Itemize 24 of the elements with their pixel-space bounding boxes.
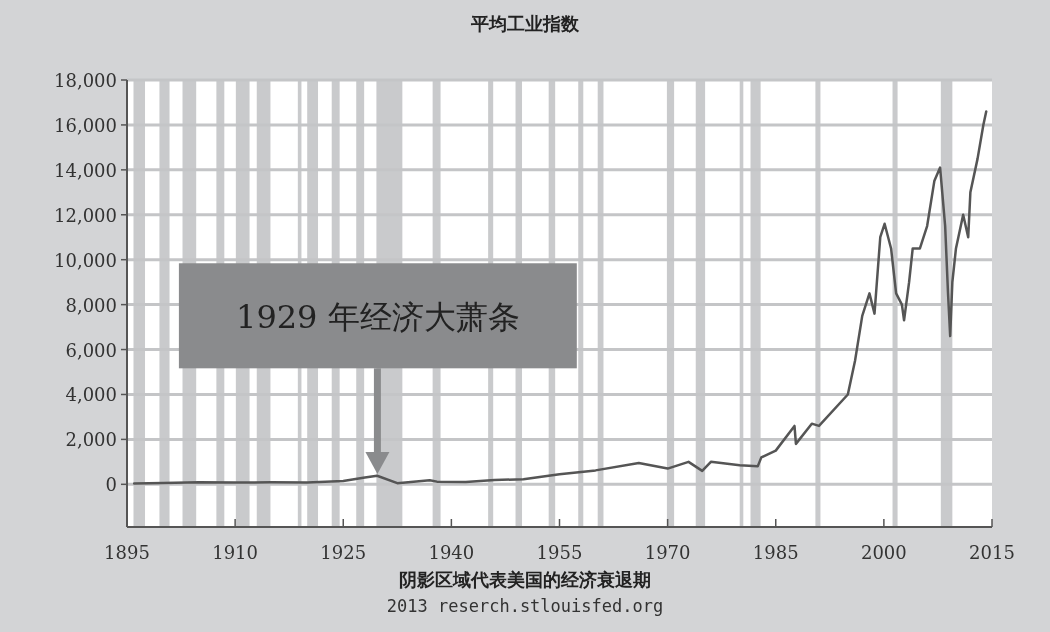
y-tick-label: 0 [105, 474, 117, 496]
x-tick-label: 1925 [320, 542, 367, 563]
x-tick-label: 1895 [104, 542, 150, 563]
y-tick-label: 8,000 [65, 294, 117, 316]
x-tick-label: 1940 [428, 542, 475, 563]
y-tick-label: 14,000 [54, 159, 117, 181]
y-tick-label: 16,000 [54, 114, 117, 136]
x-tick-label: 1970 [644, 542, 691, 563]
y-tick-label: 18,000 [54, 70, 117, 91]
x-tick-label: 1955 [536, 542, 583, 563]
chart-title: 平均工业指数 [470, 13, 580, 34]
x-tick-label: 2000 [860, 542, 907, 563]
y-tick-label: 12,000 [54, 204, 117, 226]
line-series [132, 110, 988, 485]
y-tick-label: 10,000 [54, 249, 117, 271]
text: 阴影区域代表美国的经济衰退期 [399, 569, 651, 590]
y-tick-label: 2,000 [65, 429, 117, 451]
x-tick-label: 1985 [752, 542, 799, 563]
text: 2013 reserch.stlouisfed.org [386, 596, 664, 616]
x-tick-label: 1910 [212, 542, 259, 563]
x-tick-label: 2015 [969, 542, 1015, 563]
y-tick-label: 6,000 [65, 339, 117, 361]
annotation: 1929 年经济大萧条 [236, 297, 520, 336]
y-tick-label: 4,000 [65, 384, 117, 406]
